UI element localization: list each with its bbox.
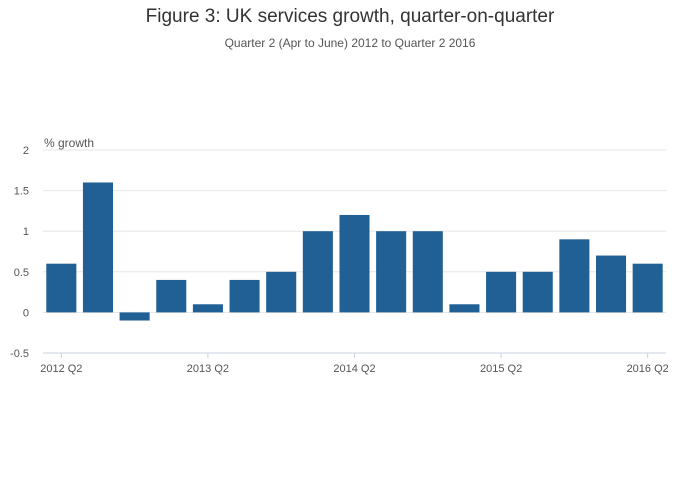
bar-2015-q4: [559, 239, 590, 313]
y-axis-label: % growth: [44, 136, 94, 150]
y-tick-label: -0.5: [10, 348, 29, 360]
bar-2012-q4: [119, 312, 150, 321]
bar-2013-q3: [229, 279, 260, 313]
bar-2013-q4: [266, 271, 297, 313]
bar-2013-q2: [192, 304, 223, 313]
x-tick-label: 2016 Q2: [627, 363, 669, 375]
bar-2015-q1: [449, 304, 480, 313]
bar-2016-q2: [632, 263, 663, 313]
bar-2014-q1: [302, 231, 333, 313]
y-tick-label: 2: [23, 145, 29, 157]
chart-subtitle: Quarter 2 (Apr to June) 2012 to Quarter …: [224, 36, 476, 50]
bar-2013-q1: [156, 279, 187, 313]
y-tick-label: 0.5: [14, 267, 29, 279]
bar-2014-q4: [412, 231, 443, 313]
bar-2014-q2: [339, 214, 370, 313]
bar-2015-q3: [522, 271, 553, 313]
y-tick-label: 1: [23, 226, 29, 238]
bar-2012-q2: [46, 263, 77, 313]
x-tick-label: 2012 Q2: [40, 363, 82, 375]
bar-2016-q1: [596, 255, 627, 313]
x-tick-label: 2013 Q2: [187, 363, 229, 375]
bars: [46, 182, 663, 321]
bar-2015-q2: [486, 271, 517, 313]
x-tick-label: 2014 Q2: [333, 363, 375, 375]
chart-title: Figure 3: UK services growth, quarter-on…: [145, 6, 555, 27]
bar-2014-q3: [376, 231, 407, 313]
x-tick-label: 2015 Q2: [480, 363, 522, 375]
axes: -0.5 0 0.5 1 1.5 2 2012 Q2 2013 Q2 2014 Q2 2015 Q…: [10, 145, 669, 375]
y-tick-label: 1.5: [14, 186, 29, 198]
y-tick-label: 0: [23, 307, 29, 319]
bar-2012-q3: [82, 182, 113, 313]
